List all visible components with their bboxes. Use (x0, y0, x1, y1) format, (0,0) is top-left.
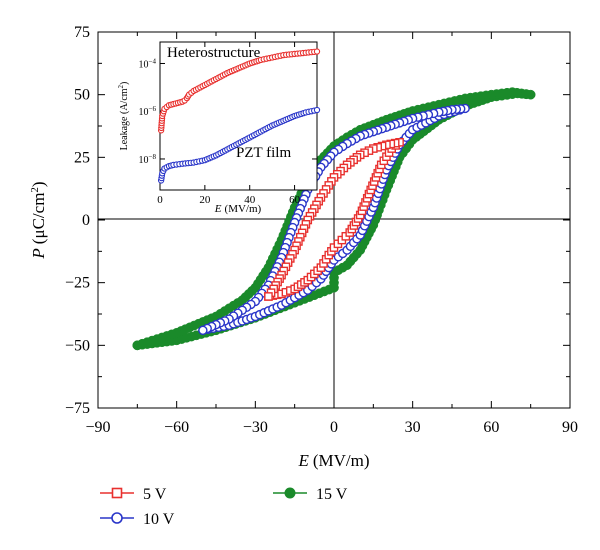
main-y-tick-label: −75 (65, 400, 90, 417)
inset-annotation-heterostructure: Heterostructure (167, 45, 261, 61)
legend-item-5v: 5 V (100, 486, 167, 503)
main-y-tick-label: 25 (74, 149, 90, 166)
main-plot-area: −90 −60 −30 0 30 60 90 −75 −50 −25 0 25 50 75 (65, 24, 578, 436)
legend-label-10v: 10 V (143, 511, 175, 528)
main-y-tick-label: 0 (82, 212, 90, 229)
main-series-group (132, 87, 536, 351)
series-10v (198, 103, 470, 335)
main-x-tick-label: −90 (85, 419, 110, 436)
inset-series-pzt-film (157, 106, 321, 184)
inset-y-tick-label: 10−6 (139, 105, 157, 118)
main-x-axis-title: E (MV/m) (297, 451, 369, 470)
inset-y-tick-label: 10−4 (139, 57, 157, 70)
data-point-15v (132, 340, 143, 351)
main-x-tick-label: 30 (405, 419, 421, 436)
main-y-axis-title: P(μC/cm2) (29, 181, 48, 259)
legend: 5 V 10 V 15 V (100, 486, 348, 528)
main-x-tick-label: 90 (562, 419, 578, 436)
inset-x-tick-label: 60 (289, 194, 301, 206)
legend-marker-15v (284, 487, 296, 499)
main-y-tick-label: −50 (65, 337, 90, 354)
main-x-tick-label: 0 (330, 419, 338, 436)
inset-series-heterostructure (157, 48, 321, 134)
inset-x-tick-label: 40 (244, 194, 256, 206)
inset-series-group (157, 48, 321, 184)
inset-point-pzt-film (313, 106, 321, 114)
main-x-tick-label: −30 (243, 419, 268, 436)
inset-annotation-pzt-film: PZT film (236, 145, 291, 161)
main-y-tick-label: 75 (74, 24, 90, 41)
data-point-5v (264, 292, 273, 301)
legend-marker-5v (111, 487, 123, 499)
inset-y-axis-title: Leakage (A/cm2) (117, 82, 130, 151)
legend-label-15v: 15 V (316, 486, 348, 503)
main-y-tick-label: 50 (74, 87, 90, 104)
legend-item-15v: 15 V (273, 486, 348, 503)
legend-marker-10v (111, 512, 123, 524)
main-x-tick-label: −60 (164, 419, 189, 436)
inset-y-tick-label: 10−8 (139, 153, 157, 166)
inset-x-tick-label: 0 (157, 194, 163, 206)
inset-x-axis-title: E (MV/m) (214, 203, 262, 215)
inset-point-heterostructure (313, 48, 321, 55)
legend-label-5v: 5 V (143, 486, 167, 503)
inset-plot-area: 0 20 40 60 10−8 10−6 10−4 Heterostructure PZT … (117, 41, 321, 215)
inset-ticks: 0 20 40 60 10−8 10−6 10−4 (139, 42, 317, 206)
main-x-tick-label: 60 (483, 419, 499, 436)
main-ticks: −90 −60 −30 0 30 60 90 −75 −50 −25 0 25 50 75 (65, 24, 578, 436)
series-5v (264, 137, 404, 301)
main-y-tick-label: −25 (65, 275, 90, 292)
inset-x-tick-label: 20 (199, 194, 211, 206)
data-point-10v (198, 325, 208, 335)
legend-item-10v: 10 V (100, 511, 175, 528)
